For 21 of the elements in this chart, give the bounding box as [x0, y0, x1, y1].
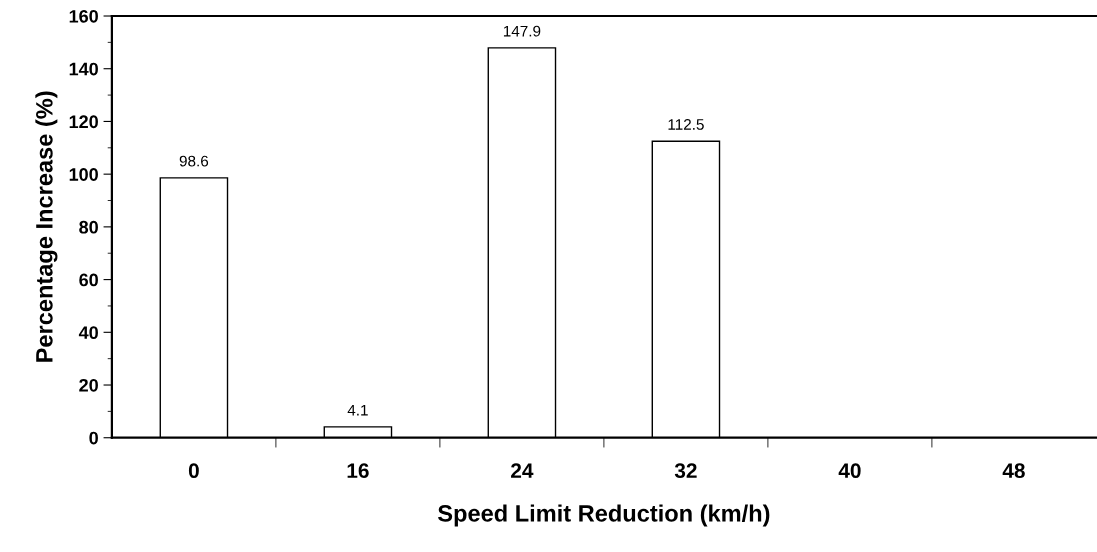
y-tick-label: 40 [78, 326, 98, 340]
data-label: 98.6 [179, 155, 209, 167]
y-tick-label: 60 [79, 273, 98, 287]
y-tick-label: 20 [79, 378, 98, 392]
data-label: 112.5 [668, 119, 704, 130]
x-axis-title: Speed Limit Reduction (km/h) [437, 504, 770, 527]
x-tick-label: 32 [674, 463, 697, 479]
data-label: 147.9 [503, 25, 541, 37]
x-tick-label: 16 [347, 463, 369, 479]
y-tick-label: 100 [69, 168, 98, 181]
x-tick-label: 40 [838, 463, 861, 479]
y-tick-label: 160 [69, 9, 98, 23]
x-tick-label: 48 [1002, 463, 1025, 479]
y-tick-label: 0 [89, 431, 98, 445]
y-tick-label: 80 [79, 220, 98, 234]
y-tick-label: 140 [69, 62, 98, 76]
data-label: 4.1 [347, 404, 368, 416]
x-tick-label: 24 [511, 463, 534, 478]
x-tick-label: 0 [188, 463, 199, 479]
y-tick-label: 120 [69, 115, 98, 129]
y-axis-title: Percentage Increase (%) [35, 91, 58, 362]
